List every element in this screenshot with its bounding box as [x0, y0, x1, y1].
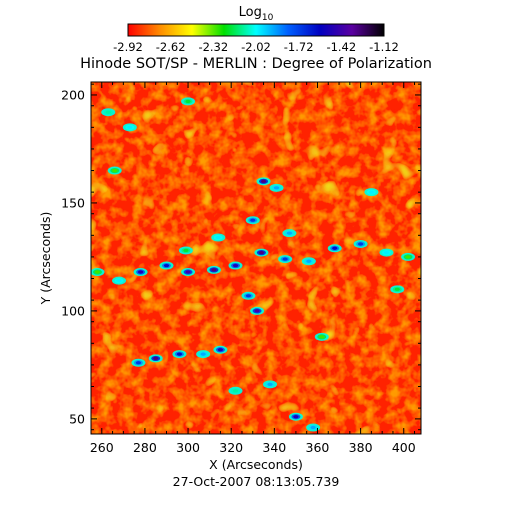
x-axis: 260 280 300 320 340 360 380 400 [90, 82, 416, 455]
x-tick-label: 340 [262, 440, 286, 455]
timestamp: 27-Oct-2007 08:13:05.739 [173, 474, 340, 489]
heatmap-patch [256, 177, 271, 186]
heatmap-patch [178, 246, 193, 255]
heatmap-patch [181, 97, 196, 106]
x-tick-label: 300 [176, 440, 200, 455]
x-tick-label: 260 [90, 440, 114, 455]
x-tick-label: 320 [219, 440, 243, 455]
heatmap-patch [181, 268, 196, 277]
heatmap-patch [390, 285, 405, 294]
y-axis: 50 100 150 200 [61, 83, 421, 431]
heatmap-patch [282, 229, 297, 238]
chart-title: Hinode SOT/SP - MERLIN : Degree of Polar… [80, 56, 432, 72]
x-tick-label: 280 [133, 440, 157, 455]
heatmap-features [91, 97, 416, 432]
heatmap-patch [148, 354, 163, 363]
y-tick-label: 100 [61, 303, 85, 318]
colorbar-tick-label: -2.02 [241, 40, 271, 54]
heatmap-area [90, 81, 422, 435]
heatmap-patch [254, 248, 269, 257]
heatmap-patch [206, 265, 221, 274]
x-tick-label: 380 [349, 440, 373, 455]
heatmap-patch [241, 291, 256, 300]
y-tick-label: 150 [61, 195, 85, 210]
y-axis-label: Y (Arcseconds) [38, 212, 53, 306]
heatmap-patch [112, 276, 127, 285]
heatmap-patch [278, 255, 293, 264]
colorbar-tick-label: -1.12 [369, 40, 399, 54]
heatmap-background [91, 82, 421, 434]
heatmap-patch [196, 350, 211, 359]
heatmap-patch [228, 261, 243, 270]
heatmap-patch [101, 108, 116, 117]
colorbar-tick-label: -1.72 [284, 40, 314, 54]
colorbar-label: Log10 [239, 5, 274, 23]
colorbar-tick-label: -2.92 [113, 40, 143, 54]
heatmap-patch [122, 123, 137, 132]
heatmap-patch [364, 188, 379, 197]
heatmap-patch [327, 244, 342, 253]
heatmap-patch [306, 423, 321, 432]
heatmap-patch [269, 183, 284, 192]
x-tick-label: 360 [306, 440, 330, 455]
colorbar-tick-label: -1.42 [326, 40, 356, 54]
x-tick-label: 400 [392, 440, 416, 455]
heatmap-patch [250, 306, 265, 315]
heatmap-patch [245, 216, 260, 225]
heatmap-patch [213, 345, 228, 354]
y-tick-label: 50 [69, 411, 85, 426]
plot-frame [90, 81, 422, 435]
heatmap-patch [159, 261, 174, 270]
heatmap-patch [211, 233, 226, 242]
heatmap-patch [353, 239, 368, 248]
colorbar-tick-label: -2.32 [198, 40, 228, 54]
heatmap-patch [288, 412, 303, 421]
heatmap-patch [301, 257, 316, 266]
heatmap-patch [263, 380, 278, 389]
heatmap-patch [131, 358, 146, 367]
heatmap-patch [379, 248, 394, 257]
colorbar-ticks: -2.92 -2.62 -2.32 -2.02 -1.72 -1.42 -1.12 [113, 40, 399, 54]
heatmap-patch [91, 268, 105, 277]
heatmap-patch [133, 268, 148, 277]
x-axis-label: X (Arcseconds) [209, 457, 303, 472]
heatmap-patch [401, 252, 416, 261]
colorbar [127, 23, 385, 37]
heatmap-patch [314, 332, 329, 341]
colorbar-tick-label: -2.62 [156, 40, 186, 54]
heatmap-patch [228, 386, 243, 395]
heatmap-patch [107, 166, 122, 175]
heatmap-patch [172, 350, 187, 359]
y-tick-label: 200 [61, 87, 85, 102]
